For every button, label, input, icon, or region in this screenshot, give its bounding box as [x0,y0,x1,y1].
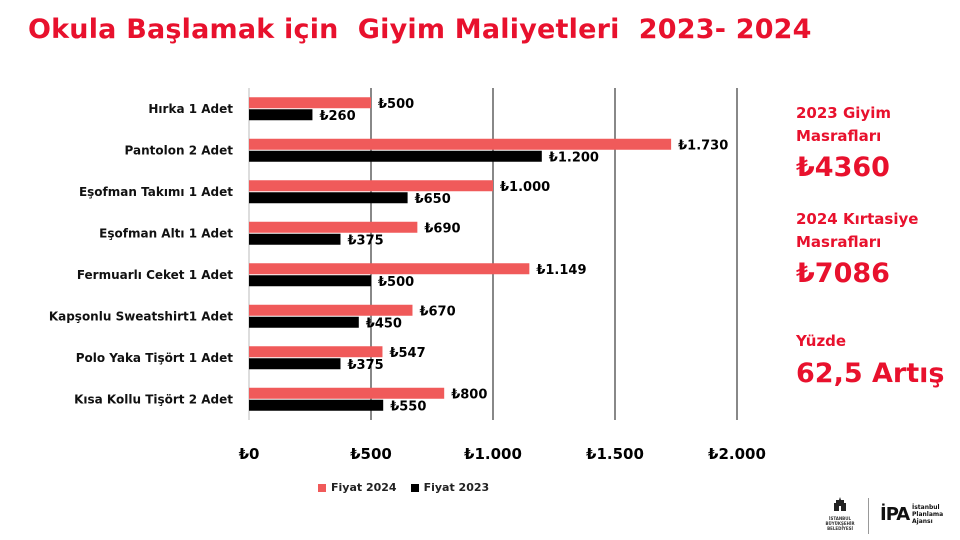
bar-2024-5 [249,304,413,316]
x-tick-label-1: ₺500 [350,445,392,463]
x-tick-label-2: ₺1.000 [464,445,522,463]
ibb-line-2: BÜYÜKŞEHİR [825,521,855,526]
x-tick-label-0: ₺0 [239,445,260,463]
category-label-2: Eşofman Takımı 1 Adet [79,185,233,199]
category-label-4: Fermuarlı Ceket 1 Adet [77,268,233,282]
data-label-2024-6: ₺547 [389,346,425,361]
summary-pct-label: Yüzde [796,332,847,350]
category-label-1: Pantolon 2 Adet [125,143,234,157]
legend-label-2024: Fiyat 2024 [331,481,397,494]
category-label-5: Kapşonlu Sweatshirt1 Adet [49,309,233,323]
data-label-2023-7: ₺550 [390,399,426,414]
bar-2023-7 [249,399,384,411]
bar-2023-1 [249,150,542,162]
legend-label-2023: Fiyat 2023 [423,481,490,494]
legend-swatch-2023 [410,483,419,492]
bar-2023-3 [249,233,341,245]
ibb-line-1: İSTANBUL [828,516,852,521]
bar-2023-0 [249,109,313,121]
logo-divider [868,498,869,534]
data-label-2023-3: ₺375 [348,233,384,248]
data-label-2024-4: ₺1.149 [536,263,586,278]
bar-2024-1 [249,138,672,150]
ipa-logo-mark: İPA [880,504,910,525]
ipa-line-1: İstanbul [912,504,940,511]
data-label-2024-0: ₺500 [378,97,414,112]
ipa-line-2: Planlama [912,511,944,518]
summary-2023-label: 2023 Giyim Masrafları [796,104,891,145]
category-label-0: Hırka 1 Adet [148,102,233,116]
ibb-emblem-icon [834,497,846,511]
summary-2024-value: ₺7086 [796,258,890,289]
legend-item-2024: Fiyat 2024 [318,481,397,494]
summary-pct-value: 62,5 Artış [796,358,945,389]
category-label-6: Polo Yaka Tişört 1 Adet [76,351,234,365]
legend-item-2023: Fiyat 2023 [410,481,490,494]
data-label-2024-5: ₺670 [419,304,455,319]
bar-2024-3 [249,221,418,233]
data-label-2024-1: ₺1.730 [678,138,728,153]
data-label-2024-2: ₺1.000 [500,180,550,195]
data-label-2023-4: ₺500 [378,275,414,290]
bar-2023-4 [249,275,371,287]
logos: İSTANBUL BÜYÜKŞEHİR BELEDİYESİ İPA İstan… [818,496,948,536]
data-label-2023-6: ₺375 [348,358,384,373]
legend-swatch-2024 [318,483,326,492]
ibb-logo: İSTANBUL BÜYÜKŞEHİR BELEDİYESİ [818,496,862,536]
bar-2024-4 [249,263,530,275]
bar-2024-7 [249,387,445,399]
ipa-line-3: Ajansı [912,518,933,525]
x-tick-label-4: ₺2.000 [708,445,766,463]
summary-2023-value: ₺4360 [796,152,890,183]
data-label-2023-0: ₺260 [319,109,355,124]
data-label-2024-3: ₺690 [424,221,460,236]
ipa-logo-text: İstanbul Planlama Ajansı [912,504,943,525]
bar-2024-6 [249,346,383,358]
data-label-2023-1: ₺1.200 [549,150,599,165]
bar-2024-2 [249,180,493,192]
data-label-2023-2: ₺650 [415,192,451,207]
bar-2023-6 [249,358,341,370]
ibb-line-3: BELEDİYESİ [827,526,853,531]
summary-2024-label: 2024 Kırtasiye Masrafları [796,210,919,251]
data-label-2023-5: ₺450 [366,316,402,331]
category-label-7: Kısa Kollu Tişört 2 Adet [74,392,233,406]
category-label-3: Eşofman Altı 1 Adet [99,226,233,240]
bar-2024-0 [249,97,371,109]
data-label-2024-7: ₺800 [451,387,487,402]
bar-2023-5 [249,316,359,328]
x-tick-label-3: ₺1.500 [586,445,644,463]
legend: Fiyat 2024 Fiyat 2023 [318,481,489,494]
page-title: Okula Başlamak için Giyim Maliyetleri 20… [28,14,812,45]
bar-2023-2 [249,192,408,204]
